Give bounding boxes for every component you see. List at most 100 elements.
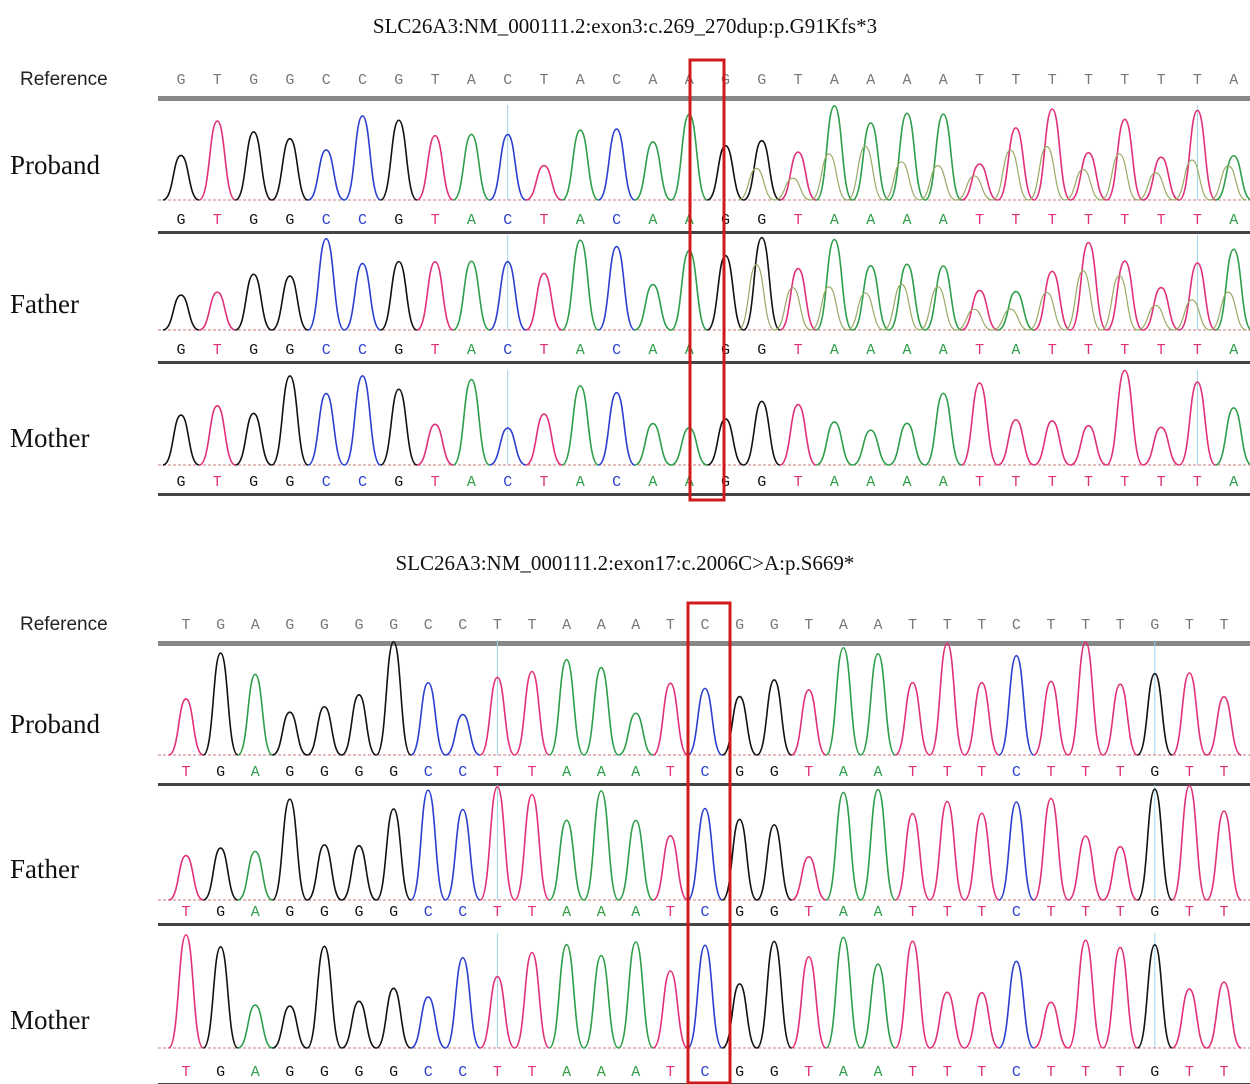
called-base: T <box>213 212 222 229</box>
called-base: G <box>176 474 185 491</box>
trace-peak <box>757 680 792 755</box>
trace-peak <box>965 993 1000 1048</box>
trace-peak <box>1172 989 1207 1048</box>
reference-base: A <box>873 617 882 634</box>
trace-peak <box>816 106 852 200</box>
called-base: G <box>757 342 766 359</box>
called-base: C <box>424 1064 433 1081</box>
trace-peak <box>780 405 816 465</box>
trace-peak <box>889 113 925 200</box>
called-base: T <box>943 764 952 781</box>
secondary-peak <box>847 293 883 330</box>
called-base: T <box>1120 212 1129 229</box>
called-base: A <box>1011 342 1020 359</box>
reference-base: A <box>1229 72 1238 89</box>
reference-base: T <box>527 617 536 634</box>
called-base: A <box>873 764 882 781</box>
trace-peak <box>163 415 199 465</box>
trace-peak <box>308 150 344 200</box>
trace-peak <box>1207 982 1242 1048</box>
called-base: A <box>597 904 606 921</box>
trace-peak <box>235 132 271 200</box>
trace-peak <box>1103 684 1138 755</box>
trace-peak <box>235 413 271 465</box>
trace-peak <box>1034 421 1070 465</box>
called-base: A <box>939 342 948 359</box>
called-base: C <box>1012 1064 1021 1081</box>
called-base: C <box>424 904 433 921</box>
trace-peak <box>895 683 930 755</box>
trace-peak <box>961 290 997 330</box>
trace-peak <box>199 406 235 465</box>
called-base: G <box>249 212 258 229</box>
trace-peak <box>381 389 417 465</box>
trace-peak <box>381 262 417 330</box>
reference-base: C <box>503 72 512 89</box>
trace-peak <box>853 266 889 330</box>
called-base: T <box>181 764 190 781</box>
trace-peak <box>722 984 757 1048</box>
called-base: A <box>562 764 571 781</box>
called-base: T <box>943 904 952 921</box>
trace-peak <box>376 988 411 1048</box>
trace-peak <box>515 953 550 1048</box>
called-base: T <box>539 212 548 229</box>
trace-peak <box>344 376 380 465</box>
called-base: G <box>249 342 258 359</box>
called-base: C <box>1012 904 1021 921</box>
called-base: G <box>389 1064 398 1081</box>
reference-base: T <box>1046 617 1055 634</box>
trace-peak <box>889 423 925 465</box>
trace-peak <box>515 795 550 900</box>
reference-base: A <box>902 72 911 89</box>
trace-peak <box>376 642 411 755</box>
called-base: T <box>493 764 502 781</box>
trace-peak <box>549 660 584 755</box>
trace-peak <box>203 947 238 1048</box>
called-base: A <box>467 342 476 359</box>
reference-base: G <box>320 617 329 634</box>
reference-base: G <box>770 617 779 634</box>
called-base: T <box>1219 764 1228 781</box>
reference-base: A <box>251 617 260 634</box>
track-label: Proband <box>10 709 100 739</box>
track-rule <box>158 361 1250 364</box>
trace-peak <box>199 292 235 330</box>
called-base: T <box>1185 1064 1194 1081</box>
called-base: T <box>977 764 986 781</box>
trace-peak <box>169 856 204 900</box>
called-base: T <box>431 212 440 229</box>
called-base: A <box>1229 474 1238 491</box>
reference-base: C <box>424 617 433 634</box>
panel-title: SLC26A3:NM_000111.2:exon17:c.2006C>A:p.S… <box>396 551 855 575</box>
trace-peak <box>163 155 199 200</box>
trace-peak <box>562 130 598 200</box>
reference-base: A <box>467 72 476 89</box>
trace-peak <box>562 386 598 465</box>
reference-base: G <box>216 617 225 634</box>
called-base: G <box>394 342 403 359</box>
called-base: G <box>770 904 779 921</box>
called-base: A <box>839 904 848 921</box>
trace-peak <box>272 276 308 330</box>
called-base: G <box>320 904 329 921</box>
secondary-peak <box>775 178 811 200</box>
trace-peak <box>635 142 671 200</box>
called-base: G <box>285 212 294 229</box>
called-base: A <box>251 764 260 781</box>
trace-peak <box>826 792 861 900</box>
trace-peak <box>417 424 453 465</box>
trace-peak <box>584 791 619 900</box>
reference-base: T <box>943 617 952 634</box>
trace-peak <box>308 394 344 465</box>
trace-peak <box>744 141 780 200</box>
called-base: T <box>1011 212 1020 229</box>
trace-peak <box>549 945 584 1048</box>
trace-peak <box>584 956 619 1048</box>
trace-peak <box>446 810 481 900</box>
called-base: T <box>804 904 813 921</box>
trace-peak <box>376 809 411 900</box>
trace-peak <box>965 813 1000 900</box>
secondary-peak <box>1210 292 1246 330</box>
called-base: A <box>251 904 260 921</box>
